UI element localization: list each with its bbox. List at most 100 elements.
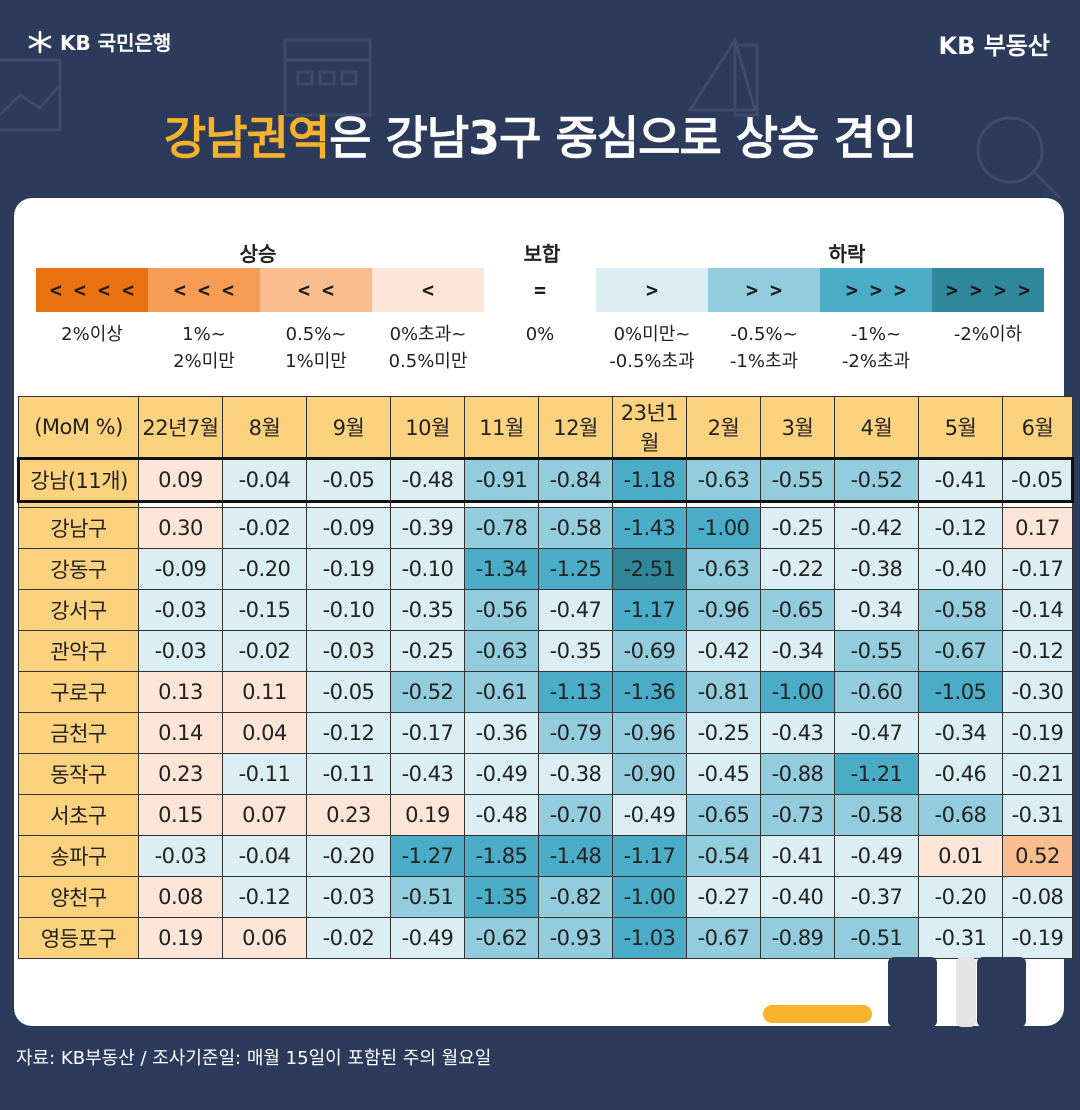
heat-cell: -1.17 [612, 589, 687, 631]
legend-swatch-8: > > > > [932, 268, 1044, 312]
heat-cell: -0.58 [538, 507, 613, 549]
district-row: 서초구 0.15 0.07 0.23 0.19 -0.48 -0.70 -0.49 -0.65-… [18, 794, 1073, 836]
heatmap-table: (MoM %) 22년7월 8월 9월 10월 11월 12월 23년1월 2월 3월 4월 5월 6월… [17, 396, 1074, 959]
heat-cell: -0.09 [138, 548, 223, 590]
heat-cell: -0.96 [686, 589, 761, 631]
legend-range-4: 0% [525, 324, 555, 345]
heat-cell: -0.38 [538, 753, 613, 795]
district-row: 금천구 0.14 0.04 -0.12 -0.17 -0.36 -0.79 -0.96 -0.2… [18, 712, 1073, 754]
heat-cell: -0.05 [306, 457, 391, 503]
heat-cell: -0.02 [222, 630, 307, 672]
heat-cell: -1.36 [612, 671, 687, 713]
heat-cell: -0.65 [760, 589, 835, 631]
heat-cell: -0.88 [760, 753, 835, 795]
row-name: 동작구 [18, 753, 139, 795]
heat-cell: -0.49 [390, 917, 465, 959]
kb-star-icon [28, 30, 52, 53]
heat-cell: 0.23 [306, 794, 391, 836]
row-name: 강동구 [18, 548, 139, 590]
column-header: 9월 [306, 396, 391, 459]
heat-cell: -0.02 [222, 507, 307, 549]
heat-cell: -0.49 [464, 753, 539, 795]
legend-swatch-3: < [372, 268, 484, 312]
heat-cell: 0.07 [222, 794, 307, 836]
heat-cell: -0.05 [1002, 457, 1074, 503]
row-spacer [18, 501, 1073, 508]
heat-cell: -0.04 [222, 835, 307, 877]
heat-cell: -1.35 [464, 876, 539, 918]
heat-cell: -0.12 [222, 876, 307, 918]
legend-group-up: 상승 [239, 242, 277, 266]
heat-cell: -0.89 [760, 917, 835, 959]
heat-cell: -0.93 [538, 917, 613, 959]
heat-cell: -1.05 [918, 671, 1003, 713]
heat-cell: -0.42 [834, 507, 919, 549]
heat-cell: -0.58 [834, 794, 919, 836]
kb-kookmin-logo: KB 국민은행 [26, 27, 171, 56]
heat-cell: 0.17 [1002, 507, 1073, 549]
heat-cell: -0.03 [138, 589, 223, 631]
column-header: 10월 [390, 396, 465, 459]
row-name: 금천구 [18, 712, 139, 754]
heat-cell: -0.08 [1002, 876, 1073, 918]
heat-cell: 0.30 [138, 507, 223, 549]
heat-cell: -0.05 [306, 671, 391, 713]
heat-cell: -0.58 [918, 589, 1003, 631]
heat-cell: 0.04 [222, 712, 307, 754]
heat-cell: -0.55 [834, 630, 919, 672]
heat-cell: 0.19 [138, 917, 223, 959]
corner-label: (MoM %) [18, 396, 139, 459]
title-rest: 은 강남3구 중심으로 상승 견인 [329, 111, 917, 165]
heat-cell: -0.81 [686, 671, 761, 713]
heat-cell: -0.84 [538, 457, 613, 503]
legend-range-5: 0%미만~ -0.5%초과 [609, 324, 695, 372]
heat-cell: -0.10 [390, 548, 465, 590]
district-row: 양천구 0.08 -0.12 -0.03 -0.51 -1.35 -0.82 -1.00 -0.… [18, 876, 1073, 918]
heat-cell: -0.62 [464, 917, 539, 959]
heat-cell: -0.46 [918, 753, 1003, 795]
legend-swatch-4: = [484, 268, 596, 312]
heat-cell: -0.55 [760, 457, 835, 503]
heat-cell: -0.56 [464, 589, 539, 631]
legend-swatch-0: < < < < [36, 268, 148, 312]
heat-cell: -0.21 [1002, 753, 1073, 795]
district-row: 강서구 -0.03 -0.15 -0.10 -0.35 -0.56 -0.47 -1.17 -0… [18, 589, 1073, 631]
heat-cell: -0.63 [464, 630, 539, 672]
heat-cell: -0.73 [760, 794, 835, 836]
district-row: 강남구 0.30 -0.02 -0.09 -0.39 -0.78 -0.58 -1.43 -1.… [18, 507, 1073, 549]
heat-cell: -0.03 [306, 876, 391, 918]
heat-cell: -0.09 [306, 507, 391, 549]
column-header: 5월 [918, 396, 1003, 459]
heat-cell: -0.69 [612, 630, 687, 672]
heat-cell: -0.70 [538, 794, 613, 836]
heat-cell: -0.51 [834, 917, 919, 959]
heat-cell: 0.08 [138, 876, 223, 918]
heat-cell: -1.34 [464, 548, 539, 590]
page-title: 강남권역은 강남3구 중심으로 상승 견인 [0, 102, 1080, 168]
heat-cell: -0.20 [306, 835, 391, 877]
heat-cell: -0.03 [306, 630, 391, 672]
book-decoration-middle [956, 957, 976, 1027]
row-name: 양천구 [18, 876, 139, 918]
heat-cell: -2.51 [612, 548, 687, 590]
heat-cell: -0.12 [306, 712, 391, 754]
heat-cell: -0.47 [538, 589, 613, 631]
heat-cell: -0.40 [760, 876, 835, 918]
legend-swatch-7: > > > [820, 268, 932, 312]
heat-cell: -0.17 [390, 712, 465, 754]
heat-cell: -1.00 [686, 507, 761, 549]
book-decoration-left [888, 957, 937, 1027]
district-row: 구로구 0.13 0.11 -0.05 -0.52 -0.61 -1.13 -1.36 -0.8… [18, 671, 1073, 713]
summary-row: 강남(11개) 0.09 -0.04 -0.05 -0.48 -0.91 -0.84 -1.1… [17, 457, 1074, 503]
source-note: 자료: KB부동산 / 조사기준일: 매월 15일이 포함된 주의 월요일 [16, 1048, 492, 1069]
heat-cell: 0.01 [918, 835, 1003, 877]
heat-cell: 0.52 [1002, 835, 1073, 877]
row-name: 강남(11개) [17, 457, 139, 503]
heat-cell: 0.23 [138, 753, 223, 795]
heat-cell: -0.39 [390, 507, 465, 549]
heat-cell: -0.47 [834, 712, 919, 754]
heat-cell: -0.11 [222, 753, 307, 795]
heat-cell: -0.03 [138, 835, 223, 877]
heat-cell: -0.63 [686, 457, 761, 503]
heat-cell: -0.91 [464, 457, 539, 503]
